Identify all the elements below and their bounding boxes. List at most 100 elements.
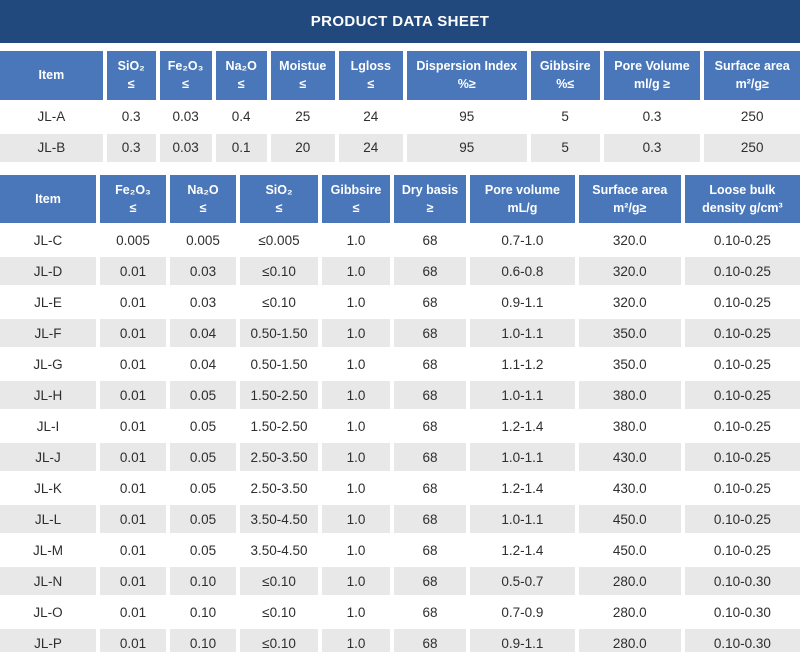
value-cell: 3.50-4.50 bbox=[238, 503, 322, 536]
value-cell: 380.0 bbox=[576, 379, 685, 412]
column-header: Dispersion Index %≥ bbox=[404, 51, 531, 103]
value-cell: 68 bbox=[392, 317, 470, 350]
value-cell: 0.10-0.25 bbox=[682, 317, 800, 350]
column-header: Surface area m²/g≥ bbox=[576, 174, 685, 226]
table-row: JL-F 0.01 0.04 0.50-1.50 1.0 68 1.0-1.1 350.0 0.… bbox=[0, 317, 800, 350]
value-cell: 0.005 bbox=[168, 224, 240, 257]
value-cell: 280.0 bbox=[576, 565, 685, 598]
value-cell: 280.0 bbox=[576, 627, 685, 652]
value-cell: 0.05 bbox=[168, 379, 240, 412]
value-cell: 0.03 bbox=[157, 132, 216, 165]
value-cell: 1.0 bbox=[320, 255, 394, 288]
value-cell: 5 bbox=[528, 132, 604, 165]
value-cell: 68 bbox=[392, 441, 470, 474]
value-cell: 1.0 bbox=[320, 503, 394, 536]
value-cell: 320.0 bbox=[576, 224, 685, 257]
value-cell: 0.50-1.50 bbox=[238, 348, 322, 381]
item-cell: JL-L bbox=[0, 503, 100, 536]
spec-table-1-body: JL-A 0.3 0.03 0.4 25 24 95 5 0.3 250 JL-B 0.3 0.03 0.… bbox=[0, 101, 800, 165]
value-cell: 0.3 bbox=[104, 132, 160, 165]
value-cell: 0.4 bbox=[213, 101, 271, 134]
value-cell: 68 bbox=[392, 472, 470, 505]
value-cell: 68 bbox=[392, 410, 470, 443]
value-cell: 0.3 bbox=[601, 101, 705, 134]
item-cell: JL-N bbox=[0, 565, 100, 598]
item-cell: JL-K bbox=[0, 472, 100, 505]
spec-table-1-header: Item SiO₂ ≤ Fe₂O₃ ≤ Na₂O ≤ Moistue ≤ Lgloss ≤… bbox=[0, 51, 800, 103]
value-cell: 0.10-0.25 bbox=[682, 286, 800, 319]
value-cell: 0.10-0.30 bbox=[682, 596, 800, 629]
value-cell: 1.2-1.4 bbox=[468, 472, 579, 505]
value-cell: 320.0 bbox=[576, 255, 685, 288]
table-row: JL-E 0.01 0.03 ≤0.10 1.0 68 0.9-1.1 320.0 0.10-0… bbox=[0, 286, 800, 319]
value-cell: 1.0-1.1 bbox=[468, 317, 579, 350]
value-cell: 1.0 bbox=[320, 596, 394, 629]
value-cell: ≤0.10 bbox=[238, 627, 322, 652]
value-cell: 0.04 bbox=[168, 348, 240, 381]
value-cell: 0.01 bbox=[98, 410, 170, 443]
column-header: Fe₂O₃ ≤ bbox=[98, 174, 170, 226]
column-header: Na₂O ≤ bbox=[168, 174, 240, 226]
table-row: JL-K 0.01 0.05 2.50-3.50 1.0 68 1.2-1.4 430.0 0.… bbox=[0, 472, 800, 505]
value-cell: 1.0 bbox=[320, 627, 394, 652]
spec-table-1-wrap: Item SiO₂ ≤ Fe₂O₃ ≤ Na₂O ≤ Moistue ≤ Lgloss ≤… bbox=[0, 51, 800, 165]
value-cell: 0.04 bbox=[168, 317, 240, 350]
column-header: Na₂O ≤ bbox=[213, 51, 271, 103]
table-row: JL-B 0.3 0.03 0.1 20 24 95 5 0.3 250 bbox=[0, 132, 800, 165]
value-cell: 1.0 bbox=[320, 472, 394, 505]
value-cell: 0.1 bbox=[213, 132, 271, 165]
value-cell: ≤0.005 bbox=[238, 224, 322, 257]
value-cell: 0.10-0.30 bbox=[682, 565, 800, 598]
value-cell: 2.50-3.50 bbox=[238, 441, 322, 474]
value-cell: 0.01 bbox=[98, 286, 170, 319]
value-cell: 450.0 bbox=[576, 503, 685, 536]
value-cell: 1.0 bbox=[320, 410, 394, 443]
value-cell: 0.01 bbox=[98, 503, 170, 536]
value-cell: 0.9-1.1 bbox=[468, 627, 579, 652]
item-cell: JL-G bbox=[0, 348, 100, 381]
value-cell: 68 bbox=[392, 348, 470, 381]
value-cell: ≤0.10 bbox=[238, 565, 322, 598]
value-cell: 0.01 bbox=[98, 627, 170, 652]
value-cell: ≤0.10 bbox=[238, 286, 322, 319]
table-row: JL-I 0.01 0.05 1.50-2.50 1.0 68 1.2-1.4 380.0 0.… bbox=[0, 410, 800, 443]
column-header: Surface area m²/g≥ bbox=[702, 51, 800, 103]
value-cell: 250 bbox=[702, 132, 800, 165]
value-cell: 24 bbox=[336, 101, 407, 134]
column-header: Fe₂O₃ ≤ bbox=[157, 51, 216, 103]
column-header: Item bbox=[0, 174, 100, 226]
value-cell: 0.10-0.25 bbox=[682, 534, 800, 567]
item-cell: JL-P bbox=[0, 627, 100, 652]
table-row: JL-G 0.01 0.04 0.50-1.50 1.0 68 1.1-1.2 350.0 0.… bbox=[0, 348, 800, 381]
table-row: JL-M 0.01 0.05 3.50-4.50 1.0 68 1.2-1.4 450.0 0.… bbox=[0, 534, 800, 567]
value-cell: ≤0.10 bbox=[238, 255, 322, 288]
value-cell: 1.0 bbox=[320, 224, 394, 257]
value-cell: 68 bbox=[392, 596, 470, 629]
value-cell: 1.0 bbox=[320, 565, 394, 598]
value-cell: 0.005 bbox=[98, 224, 170, 257]
value-cell: 24 bbox=[336, 132, 407, 165]
value-cell: 1.0 bbox=[320, 317, 394, 350]
value-cell: 1.0 bbox=[320, 534, 394, 567]
table-row: JL-H 0.01 0.05 1.50-2.50 1.0 68 1.0-1.1 380.0 0.… bbox=[0, 379, 800, 412]
value-cell: 1.50-2.50 bbox=[238, 410, 322, 443]
value-cell: 0.05 bbox=[168, 503, 240, 536]
value-cell: 0.01 bbox=[98, 534, 170, 567]
value-cell: 68 bbox=[392, 255, 470, 288]
value-cell: 1.0 bbox=[320, 379, 394, 412]
value-cell: 0.05 bbox=[168, 410, 240, 443]
value-cell: 20 bbox=[268, 132, 339, 165]
value-cell: 0.50-1.50 bbox=[238, 317, 322, 350]
table-row: JL-D 0.01 0.03 ≤0.10 1.0 68 0.6-0.8 320.0 0.10-0… bbox=[0, 255, 800, 288]
item-cell: JL-M bbox=[0, 534, 100, 567]
column-header: Pore volume mL/g bbox=[468, 174, 579, 226]
item-cell: JL-O bbox=[0, 596, 100, 629]
value-cell: 350.0 bbox=[576, 348, 685, 381]
value-cell: 0.10-0.25 bbox=[682, 348, 800, 381]
value-cell: 1.2-1.4 bbox=[468, 534, 579, 567]
value-cell: 0.10-0.25 bbox=[682, 410, 800, 443]
table-row: JL-C 0.005 0.005 ≤0.005 1.0 68 0.7-1.0 320.0 0.1… bbox=[0, 224, 800, 257]
item-cell: JL-J bbox=[0, 441, 100, 474]
value-cell: 380.0 bbox=[576, 410, 685, 443]
value-cell: 1.0-1.1 bbox=[468, 441, 579, 474]
